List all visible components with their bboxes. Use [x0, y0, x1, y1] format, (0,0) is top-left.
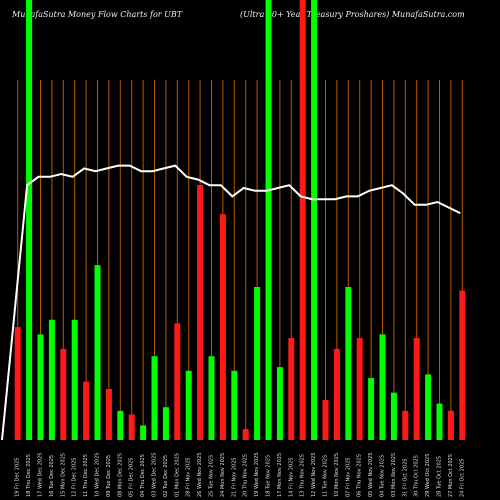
money-flow-bar — [390, 392, 397, 440]
x-tick-label: 30 Thu Oct 2025 — [414, 455, 420, 497]
money-flow-bar — [242, 429, 249, 440]
money-flow-bar — [379, 334, 386, 440]
x-tick-label: 24 Fri Oct 2025 — [459, 459, 465, 497]
chart-subtitle: (Ultra 20+ Year Treasury Proshares) Muna… — [240, 10, 465, 19]
money-flow-bar — [356, 338, 363, 440]
money-flow-bar — [425, 374, 432, 440]
x-tick-label: 11 Tue Nov 2025 — [323, 455, 329, 497]
money-flow-bar — [345, 287, 352, 440]
x-tick-label: 20 Thu Nov 2025 — [243, 454, 249, 497]
x-tick-label: 17 Wed Dec 2025 — [38, 453, 44, 497]
money-flow-bar — [140, 425, 147, 440]
money-flow-bar — [254, 287, 261, 440]
x-tick-label: 13 Thu Nov 2025 — [300, 454, 306, 497]
x-tick-label: 18 Tue Nov 2025 — [266, 455, 272, 497]
x-tick-label: 08 Mon Dec 2025 — [117, 453, 123, 497]
money-flow-bar — [151, 356, 158, 440]
money-flow-bar — [311, 0, 318, 440]
x-tick-label: 31 Fri Oct 2025 — [402, 459, 408, 497]
x-tick-label: 18 Thu Dec 2025 — [26, 454, 32, 497]
x-axis-ticks: 19 Fri Dec 2025 18 Thu Dec 2025 17 Wed Dec… — [15, 452, 466, 497]
money-flow-bar — [447, 410, 454, 440]
x-tick-label: 11 Thu Dec 2025 — [83, 454, 89, 497]
chart-title: MunafaSutra Money Flow Charts for UBT — [12, 10, 183, 19]
money-flow-bar — [265, 0, 272, 440]
x-tick-label: 05 Wed Nov 2025 — [368, 452, 374, 497]
x-tick-label: 24 Mon Nov 2025 — [220, 453, 226, 497]
x-tick-label: 17 Mon Nov 2025 — [277, 453, 283, 497]
x-tick-label: 04 Tue Nov 2025 — [380, 455, 386, 497]
money-flow-bar — [288, 338, 295, 440]
money-flow-bar — [208, 356, 215, 440]
bars — [14, 0, 466, 440]
x-tick-label: 10 Mon Nov 2025 — [334, 453, 340, 497]
x-tick-label: 01 Mon Dec 2025 — [174, 453, 180, 497]
x-tick-label: 21 Fri Nov 2025 — [231, 457, 237, 497]
money-flow-bar — [368, 378, 375, 440]
x-tick-label: 19 Wed Nov 2025 — [254, 452, 260, 497]
x-tick-label: 12 Fri Dec 2025 — [72, 458, 78, 498]
x-tick-label: 03 Mon Nov 2025 — [391, 453, 397, 497]
money-flow-bar — [413, 338, 420, 440]
money-flow-bar — [197, 185, 204, 440]
money-flow-bar — [162, 407, 169, 440]
money-flow-bar — [14, 327, 21, 440]
x-tick-label: 19 Fri Dec 2025 — [15, 458, 21, 498]
money-flow-bar — [26, 0, 33, 440]
money-flow-bar — [174, 323, 181, 440]
money-flow-bar — [333, 348, 340, 440]
money-flow-bar — [83, 381, 90, 440]
money-flow-bar — [231, 370, 238, 440]
money-flow-bar — [105, 389, 112, 440]
x-tick-label: 28 Tue Oct 2025 — [437, 456, 443, 497]
money-flow-bar — [219, 214, 226, 440]
x-tick-label: 06 Thu Nov 2025 — [357, 454, 363, 497]
x-tick-label: 28 Fri Nov 2025 — [186, 457, 192, 497]
x-tick-label: 07 Fri Nov 2025 — [345, 457, 351, 497]
x-tick-label: 25 Tue Nov 2025 — [209, 455, 215, 497]
money-flow-bar — [94, 265, 101, 440]
money-flow-bar — [459, 290, 466, 440]
money-flow-bar — [128, 414, 135, 440]
money-flow-bar — [37, 334, 44, 440]
x-tick-label: 10 Wed Dec 2025 — [95, 453, 101, 497]
money-flow-bar — [276, 367, 283, 440]
x-tick-label: 16 Tue Dec 2025 — [49, 455, 55, 497]
money-flow-bar — [436, 403, 443, 440]
money-flow-bar — [48, 319, 55, 440]
x-tick-label: 12 Wed Nov 2025 — [311, 452, 317, 497]
money-flow-bar — [299, 0, 306, 440]
x-tick-label: 03 Wed Dec 2025 — [152, 453, 158, 497]
money-flow-line — [1, 164, 461, 441]
money-flow-line-path — [1, 164, 461, 441]
x-tick-label: 04 Thu Dec 2025 — [140, 454, 146, 497]
money-flow-bar — [117, 410, 124, 440]
x-tick-label: 27 Mon Oct 2025 — [448, 454, 454, 497]
x-tick-label: 02 Tue Dec 2025 — [163, 455, 169, 497]
money-flow-bar — [71, 319, 78, 440]
money-flow-bar — [322, 399, 329, 440]
x-tick-label: 05 Fri Dec 2025 — [129, 458, 135, 498]
money-flow-bar — [402, 410, 409, 440]
x-tick-label: 26 Wed Nov 2025 — [197, 452, 203, 497]
x-tick-label: 15 Mon Dec 2025 — [60, 453, 66, 497]
x-tick-label: 29 Wed Oct 2025 — [425, 454, 431, 497]
x-tick-label: 09 Tue Dec 2025 — [106, 455, 112, 497]
money-flow-bar — [185, 370, 192, 440]
x-tick-label: 14 Fri Nov 2025 — [288, 457, 294, 497]
money-flow-bar — [60, 348, 67, 440]
